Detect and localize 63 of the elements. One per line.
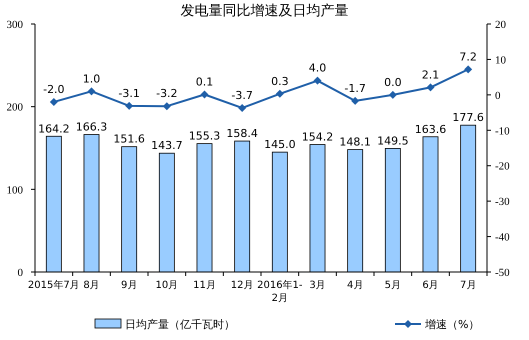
data-label: -3.7	[231, 88, 253, 102]
data-label: 1.0	[82, 72, 100, 86]
point	[162, 102, 171, 110]
data-label: 163.6	[414, 122, 446, 136]
y2-tick-label: -10	[495, 125, 510, 138]
data-label: 166.3	[76, 120, 108, 134]
y2-tick-label: 10	[495, 54, 506, 66]
point	[50, 98, 58, 106]
data-label: -3.2	[156, 87, 178, 100]
point	[464, 65, 472, 74]
data-label: 7.2	[459, 50, 477, 64]
point	[388, 90, 397, 99]
data-label: 145.0	[264, 138, 296, 152]
point	[200, 90, 208, 99]
data-label: 177.6	[452, 111, 484, 124]
x-tick-label: 2016年1-2月	[257, 279, 303, 304]
y2-tick-label: -40	[495, 232, 510, 244]
point	[276, 90, 284, 98]
y-tick-label: 200	[6, 102, 24, 114]
data-label: -1.7	[344, 82, 366, 95]
x-tick-label: 7月	[460, 280, 476, 291]
data-label: 149.5	[377, 134, 409, 148]
data-label: 151.6	[113, 132, 145, 146]
y2-tick-label: -30	[495, 196, 510, 208]
x-tick-label: 9月	[120, 280, 138, 291]
point	[88, 87, 96, 96]
data-label: 158.4	[226, 127, 258, 140]
data-label: 0.0	[384, 76, 402, 89]
x-tick-label: 2015年7月	[28, 279, 80, 291]
y-tick-label: 0	[18, 267, 24, 279]
data-label: 154.2	[302, 130, 334, 144]
y-tick-label: 300	[6, 19, 24, 31]
point	[238, 104, 246, 112]
x-tick-label: 8月	[83, 280, 100, 291]
chart-title: 发电量同比增速及日均产量	[180, 3, 348, 19]
y-tick-label: 100	[6, 184, 24, 196]
point	[314, 76, 322, 85]
data-label: -2.0	[43, 82, 65, 96]
x-tick-label: 11月	[193, 280, 216, 291]
x-tick-label: 3月	[309, 280, 326, 291]
data-label: 164.2	[38, 122, 70, 136]
data-label: 155.3	[188, 130, 220, 143]
data-label: 0.3	[271, 74, 289, 88]
data-label: 148.1	[339, 136, 371, 149]
y2-tick-label: -50	[495, 267, 510, 279]
data-label: 2.1	[422, 68, 440, 82]
legend-label: 增速（%）	[424, 318, 480, 331]
data-label: 0.1	[196, 76, 214, 89]
x-tick-label: 5月	[384, 280, 402, 291]
point	[426, 83, 434, 92]
x-tick-label: 10月	[155, 280, 178, 291]
point	[125, 102, 134, 110]
data-label: 4.0	[308, 62, 326, 75]
data-label: 143.7	[151, 139, 183, 152]
y2-tick-label: 0	[495, 90, 501, 102]
x-tick-label: 6月	[422, 280, 439, 291]
point	[351, 96, 360, 105]
y2-tick-label: -20	[495, 160, 510, 173]
legend-label: 日均产量（亿千瓦时）	[125, 318, 235, 331]
x-tick-label: 12月	[230, 280, 254, 291]
data-label: -3.1	[118, 86, 140, 100]
x-tick-label: 4月	[346, 280, 364, 291]
y2-tick-label: 20	[495, 19, 506, 31]
